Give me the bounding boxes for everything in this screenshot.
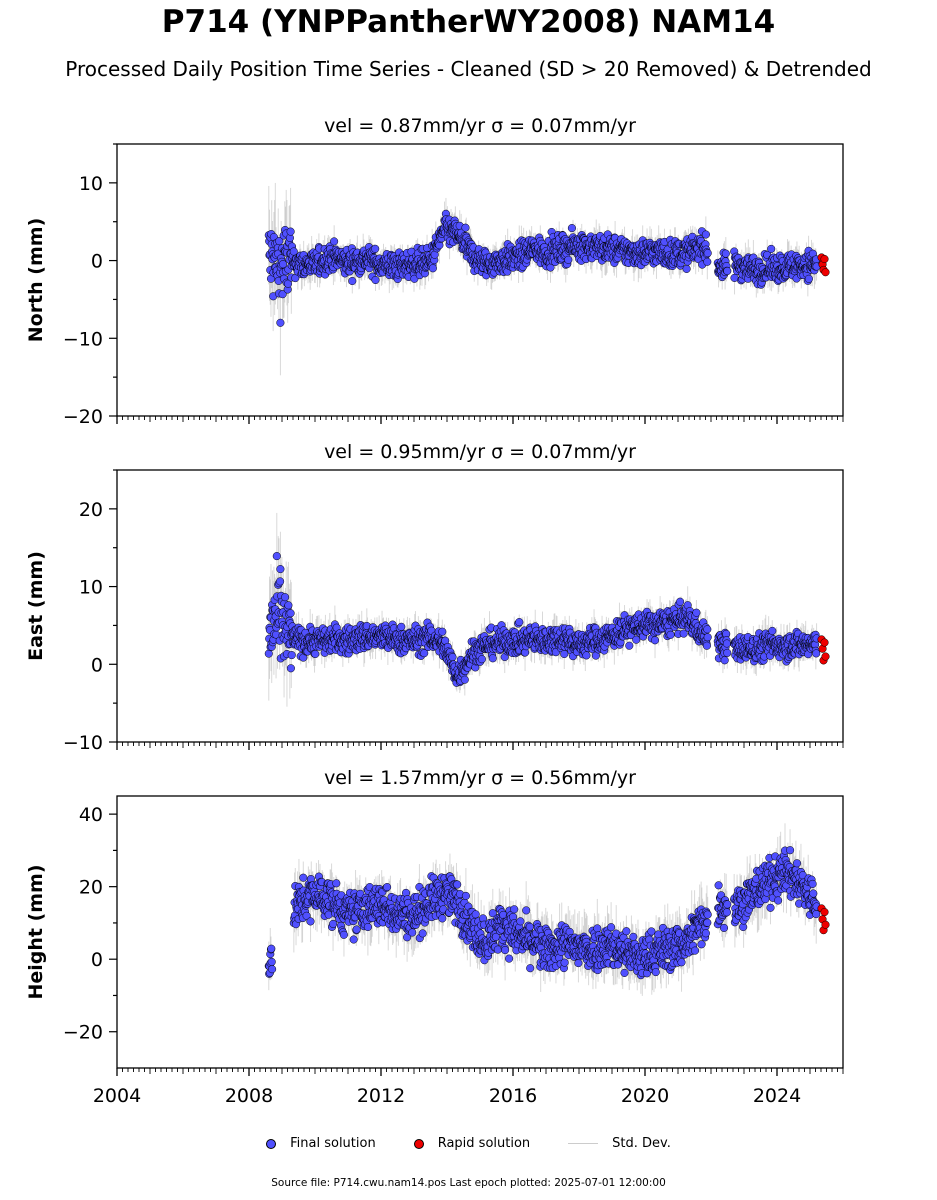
final-point — [723, 266, 732, 276]
final-point — [723, 648, 732, 657]
ylabel-east: East (mm) — [25, 551, 47, 661]
final-point — [276, 577, 285, 586]
final-point — [286, 664, 295, 673]
ylabel-height: Height (mm) — [25, 864, 47, 999]
final-point — [286, 609, 295, 618]
final-point — [448, 653, 457, 662]
final-point — [460, 675, 469, 684]
final-point — [348, 276, 357, 286]
panel-height: vel = 1.57mm/yr σ = 0.56mm/yr Height (mm)… — [25, 767, 844, 1107]
final-point — [720, 656, 729, 665]
final-point — [703, 633, 712, 642]
ytick-label: 10 — [79, 173, 103, 195]
final-point — [679, 629, 688, 638]
rapid-point — [821, 268, 830, 277]
final-point — [283, 279, 293, 288]
ytick-label: −10 — [63, 328, 103, 350]
final-point — [564, 255, 573, 264]
final-point — [438, 627, 447, 636]
rapid-point — [820, 254, 829, 264]
final-point — [682, 264, 691, 273]
final-point — [287, 651, 296, 660]
std-dev-lines-east — [268, 512, 818, 707]
yticks-north — [109, 143, 117, 417]
final-point — [703, 249, 712, 258]
ytick-label: 10 — [79, 577, 103, 599]
final-point — [702, 641, 711, 650]
final-point — [428, 264, 437, 273]
axes-frame-east — [116, 469, 844, 743]
ylabel-north: North (mm) — [25, 218, 47, 343]
panel-title-height: vel = 1.57mm/yr σ = 0.56mm/yr — [324, 767, 636, 789]
xticks-east — [116, 742, 844, 750]
final-point — [650, 636, 660, 645]
final-points-north — [264, 209, 821, 327]
panel-east: vel = 0.95mm/yr σ = 0.07mm/yr East (mm) −1… — [25, 441, 844, 754]
final-point — [767, 244, 776, 253]
final-point — [582, 651, 591, 660]
rapid-point — [820, 638, 829, 647]
final-point — [276, 565, 285, 574]
final-point — [515, 618, 524, 627]
final-point — [666, 630, 675, 639]
ytick-label: 20 — [79, 499, 103, 521]
final-point — [812, 649, 821, 658]
rapid-points-east — [817, 635, 830, 665]
final-point — [632, 635, 641, 644]
yticks-east — [109, 469, 117, 743]
final-point — [461, 223, 470, 232]
ytick-label: −10 — [63, 732, 103, 754]
final-point — [289, 247, 298, 256]
final-point — [703, 625, 712, 634]
ytick-label: 0 — [91, 654, 103, 676]
final-point — [371, 244, 380, 253]
plot-area-height — [264, 823, 830, 996]
final-point — [276, 318, 285, 327]
final-point — [692, 608, 701, 617]
final-point — [284, 601, 293, 610]
final-point — [703, 257, 712, 266]
figure-title: P714 (YNPPantherWY2008) NAM14 — [161, 4, 776, 40]
final-point — [804, 274, 813, 283]
rapid-point — [821, 652, 830, 661]
final-point — [701, 230, 710, 239]
plot-area-east — [264, 512, 830, 707]
final-point — [560, 649, 569, 659]
final-point — [330, 237, 339, 246]
final-point — [278, 260, 288, 269]
final-point — [722, 639, 731, 648]
final-point — [488, 654, 497, 663]
final-point — [281, 593, 290, 602]
plot-area-north — [264, 182, 830, 376]
ytick-label: −20 — [63, 406, 103, 428]
final-point — [311, 649, 320, 659]
panel-title-east: vel = 0.95mm/yr σ = 0.07mm/yr — [324, 441, 636, 463]
final-points-east — [264, 552, 821, 687]
final-point — [477, 655, 486, 664]
panel-title-north: vel = 0.87mm/yr σ = 0.07mm/yr — [324, 115, 636, 137]
final-point — [371, 275, 380, 285]
final-point — [272, 552, 281, 561]
final-point — [567, 224, 576, 233]
ytick-label: 0 — [91, 251, 103, 273]
final-point — [286, 227, 295, 236]
final-point — [625, 641, 634, 650]
final-point — [768, 626, 777, 635]
figure-subtitle: Processed Daily Position Time Series - C… — [65, 57, 872, 81]
final-point — [721, 249, 730, 258]
final-point — [420, 649, 429, 658]
final-point — [275, 237, 284, 246]
final-point — [397, 622, 406, 631]
final-point — [278, 290, 287, 299]
final-point — [676, 597, 685, 606]
rapid-points-north — [817, 253, 830, 277]
xticks-north — [116, 416, 844, 424]
